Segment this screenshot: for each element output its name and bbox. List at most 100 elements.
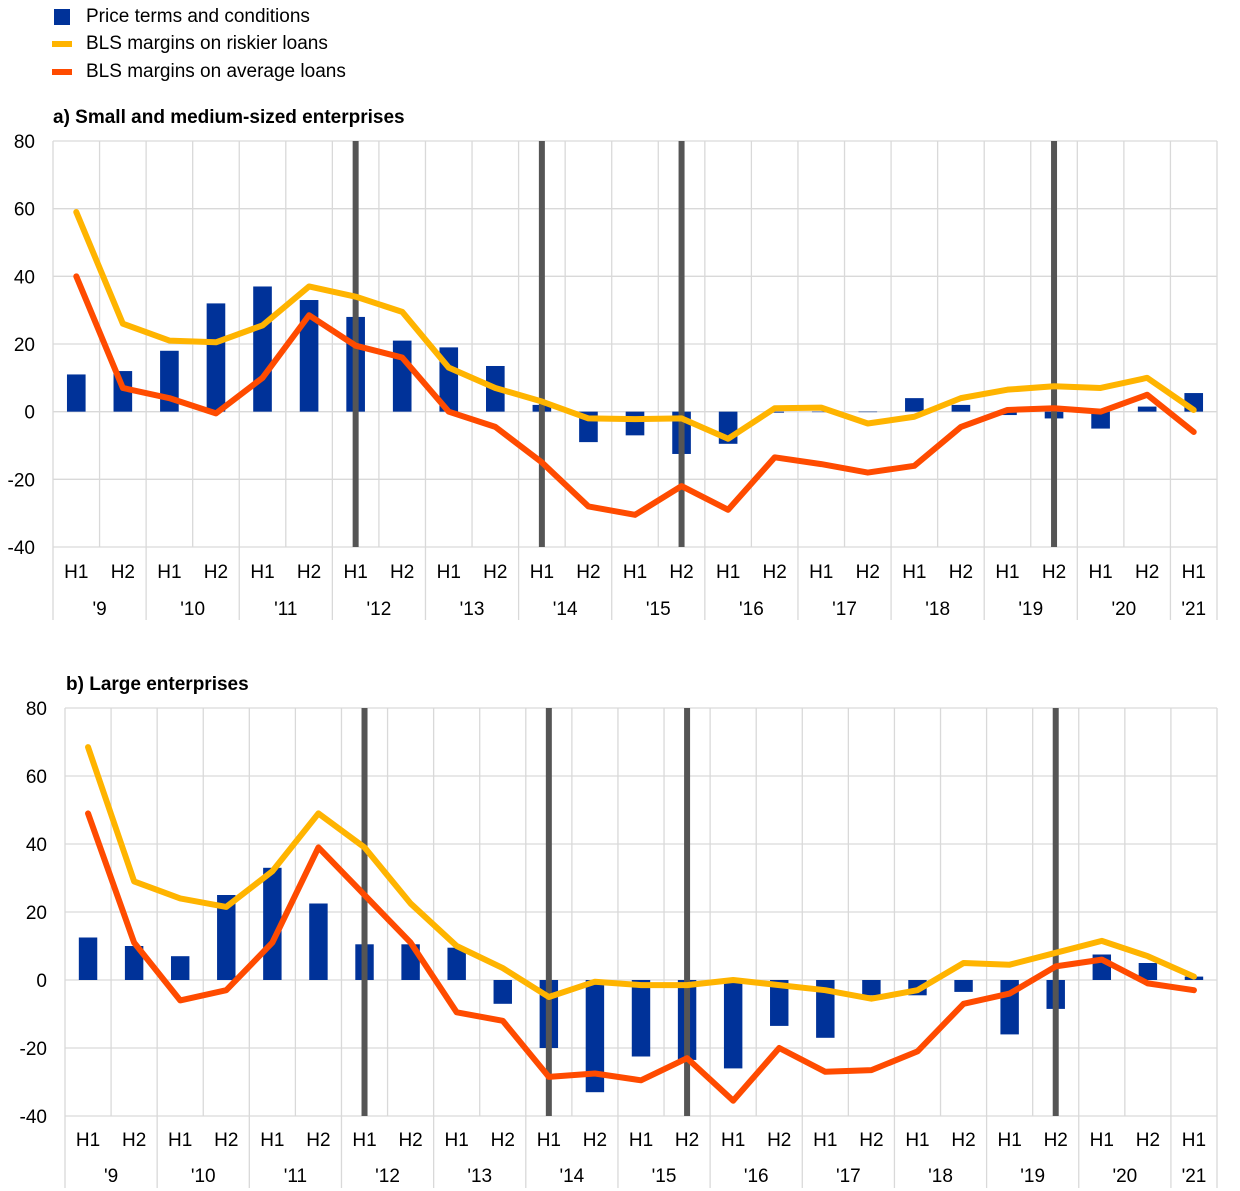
x-year-label: '18 — [928, 1166, 953, 1187]
x-tick-label: H1 — [721, 1130, 745, 1151]
x-tick-label: H1 — [809, 562, 833, 583]
x-tick-label: H1 — [168, 1130, 192, 1151]
bar-price-terms — [723, 980, 743, 1069]
x-tick-label: H2 — [856, 562, 880, 583]
x-tick-label: H1 — [813, 1130, 837, 1151]
x-year-label: '11 — [284, 1166, 307, 1187]
x-tick-label: H1 — [537, 1130, 561, 1151]
bar-price-terms — [447, 947, 466, 980]
x-tick-label: H1 — [437, 562, 461, 583]
x-tick-label: H1 — [343, 562, 367, 583]
bar-price-terms — [263, 867, 282, 980]
legend-item-price-terms: Price terms and conditions — [52, 3, 346, 31]
bar-price-terms — [862, 980, 881, 996]
bar-price-terms — [392, 340, 412, 412]
x-tick-label: H1 — [1182, 562, 1206, 583]
x-tick-label: H2 — [767, 1130, 791, 1151]
y-tick-label: -20 — [20, 1039, 47, 1060]
legend-item-riskier-loans: BLS margins on riskier loans — [52, 31, 346, 59]
panel-b: b) Large enterprises 80 60 40 20 0 -20 -40 '9 '10… — [20, 674, 1218, 1188]
y-tick-label: 0 — [24, 403, 35, 424]
x-tick-label: H1 — [352, 1130, 376, 1151]
x-year-label: '20 — [1111, 599, 1136, 620]
legend-item-average-loans: BLS margins on average loans — [52, 58, 346, 86]
bar-price-terms — [816, 980, 835, 1038]
x-year-label: '19 — [1018, 599, 1043, 620]
bar-price-terms — [124, 946, 144, 980]
x-tick-label: H2 — [583, 1130, 607, 1151]
bar-price-terms — [170, 956, 190, 980]
x-year-label: '14 — [553, 599, 578, 620]
y-tick-label: 80 — [26, 699, 47, 720]
x-year-label: '9 — [104, 1166, 118, 1187]
panel-a: a) Small and medium-sized enterprises 80 6… — [8, 107, 1218, 620]
x-tick-label: H1 — [1182, 1130, 1206, 1151]
bar-price-terms — [951, 404, 971, 412]
x-tick-label: H2 — [763, 562, 787, 583]
x-year-label: '15 — [646, 599, 671, 620]
x-year-label: '12 — [375, 1166, 400, 1187]
x-year-label: '13 — [460, 599, 485, 620]
panel-title: b) Large enterprises — [66, 674, 249, 695]
x-tick-label: H2 — [669, 562, 693, 583]
y-tick-label: 0 — [36, 971, 47, 992]
line-riskier-loans — [73, 209, 1197, 442]
x-year-label: '12 — [367, 599, 392, 620]
x-tick-label: H2 — [1136, 1130, 1160, 1151]
x-year-label: '15 — [652, 1166, 677, 1187]
x-year-label: '20 — [1112, 1166, 1137, 1187]
bar-price-terms — [1137, 406, 1157, 412]
legend-swatch-line — [52, 41, 72, 48]
x-tick-label: H2 — [306, 1130, 330, 1151]
bar-price-terms — [998, 411, 1017, 416]
x-tick-label: H2 — [204, 562, 228, 583]
x-tick-label: H1 — [260, 1130, 284, 1151]
x-tick-label: H2 — [859, 1130, 883, 1151]
x-tick-label: H2 — [1044, 1130, 1068, 1151]
x-tick-label: H2 — [390, 562, 414, 583]
x-tick-label: H2 — [1042, 562, 1066, 583]
x-tick-label: H1 — [1088, 562, 1112, 583]
x-tick-label: H1 — [530, 562, 554, 583]
bar-price-terms — [1138, 963, 1158, 980]
bar-price-terms — [1091, 411, 1110, 429]
x-tick-label: H2 — [951, 1130, 975, 1151]
bar-price-terms — [585, 980, 605, 1093]
bar-price-terms — [765, 411, 784, 413]
legend-label: BLS margins on average loans — [86, 60, 346, 82]
x-tick-label: H1 — [623, 562, 647, 583]
legend-swatch-line — [52, 68, 72, 75]
y-tick-label: -40 — [8, 538, 35, 559]
x-year-label: '18 — [925, 599, 950, 620]
x-tick-label: H2 — [122, 1130, 146, 1151]
y-tick-label: 40 — [26, 835, 47, 856]
x-tick-label: H2 — [483, 562, 507, 583]
x-year-label: '21 — [1181, 599, 1206, 620]
x-tick-label: H2 — [111, 562, 135, 583]
bar-price-terms — [309, 903, 328, 980]
x-tick-label: H1 — [902, 562, 926, 583]
x-year-label: '16 — [744, 1166, 769, 1187]
bar-price-terms — [66, 374, 86, 412]
panel-title: a) Small and medium-sized enterprises — [53, 107, 405, 128]
x-tick-label: H1 — [157, 562, 181, 583]
x-tick-label: H2 — [949, 562, 973, 583]
bar-price-terms — [811, 411, 831, 413]
x-year-label: '10 — [180, 599, 205, 620]
bar-price-terms — [253, 286, 272, 412]
x-tick-label: H1 — [445, 1130, 469, 1151]
legend-label: BLS margins on riskier loans — [86, 33, 328, 55]
bar-price-terms — [299, 300, 319, 412]
bar-price-terms — [770, 980, 789, 1026]
legend: Price terms and conditions BLS margins o… — [52, 3, 346, 86]
x-year-label: '17 — [836, 1166, 861, 1187]
x-year-label: '13 — [467, 1166, 492, 1187]
x-tick-label: H2 — [675, 1130, 699, 1151]
y-tick-label: 20 — [14, 335, 35, 356]
y-tick-label: -40 — [20, 1107, 47, 1128]
x-tick-label: H1 — [76, 1130, 100, 1151]
x-tick-label: H1 — [905, 1130, 929, 1151]
x-year-label: '21 — [1182, 1166, 1207, 1187]
